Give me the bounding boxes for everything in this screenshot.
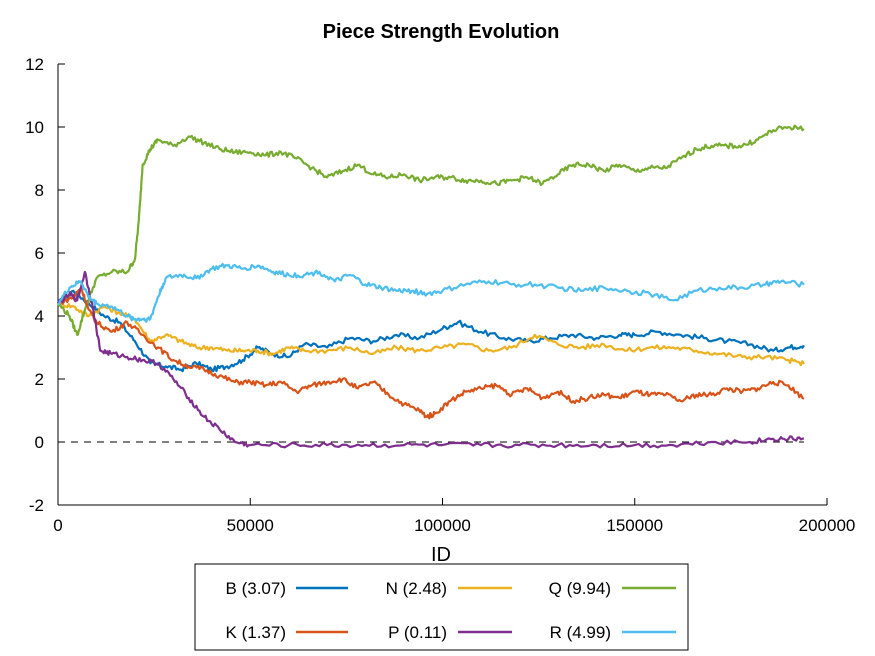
x-tick-label: 0 bbox=[53, 516, 62, 535]
series-line-n bbox=[57, 301, 805, 367]
x-tick-label: 100000 bbox=[414, 516, 471, 535]
series-line-q bbox=[57, 124, 805, 336]
plot-area: -2 0 2 4 6 8 10 12 0 50000 100000 150000 200000 bbox=[25, 55, 855, 535]
y-tick-label: 12 bbox=[25, 55, 44, 74]
x-tick-label: 50000 bbox=[227, 516, 274, 535]
y-tick-label: 2 bbox=[35, 370, 44, 389]
y-tick-label: 10 bbox=[25, 118, 44, 137]
series-line-k bbox=[57, 286, 805, 420]
series-line-r bbox=[57, 263, 805, 323]
y-tick-label: -2 bbox=[29, 496, 44, 515]
legend-label-b: B (3.07) bbox=[226, 579, 286, 598]
series-line-b bbox=[57, 289, 805, 373]
legend-label-p: P (0.11) bbox=[388, 623, 447, 642]
legend-label-n: N (2.48) bbox=[386, 579, 447, 598]
y-tick-label: 0 bbox=[35, 433, 44, 452]
legend: B (3.07) N (2.48) Q (9.94) K (1.37) P (0.11)… bbox=[194, 563, 689, 651]
x-axis-label: ID bbox=[431, 544, 451, 566]
y-tick-label: 4 bbox=[35, 307, 44, 326]
legend-box bbox=[194, 563, 689, 651]
y-tick-label: 8 bbox=[35, 181, 44, 200]
x-tick-label: 200000 bbox=[799, 516, 856, 535]
chart-title: Piece Strength Evolution bbox=[323, 21, 560, 43]
legend-label-k: K (1.37) bbox=[226, 623, 286, 642]
y-tick-label: 6 bbox=[35, 244, 44, 263]
legend-label-r: R (4.99) bbox=[550, 623, 611, 642]
x-tick-label: 150000 bbox=[606, 516, 663, 535]
series-line-p bbox=[57, 270, 804, 449]
legend-label-q: Q (9.94) bbox=[549, 579, 611, 598]
